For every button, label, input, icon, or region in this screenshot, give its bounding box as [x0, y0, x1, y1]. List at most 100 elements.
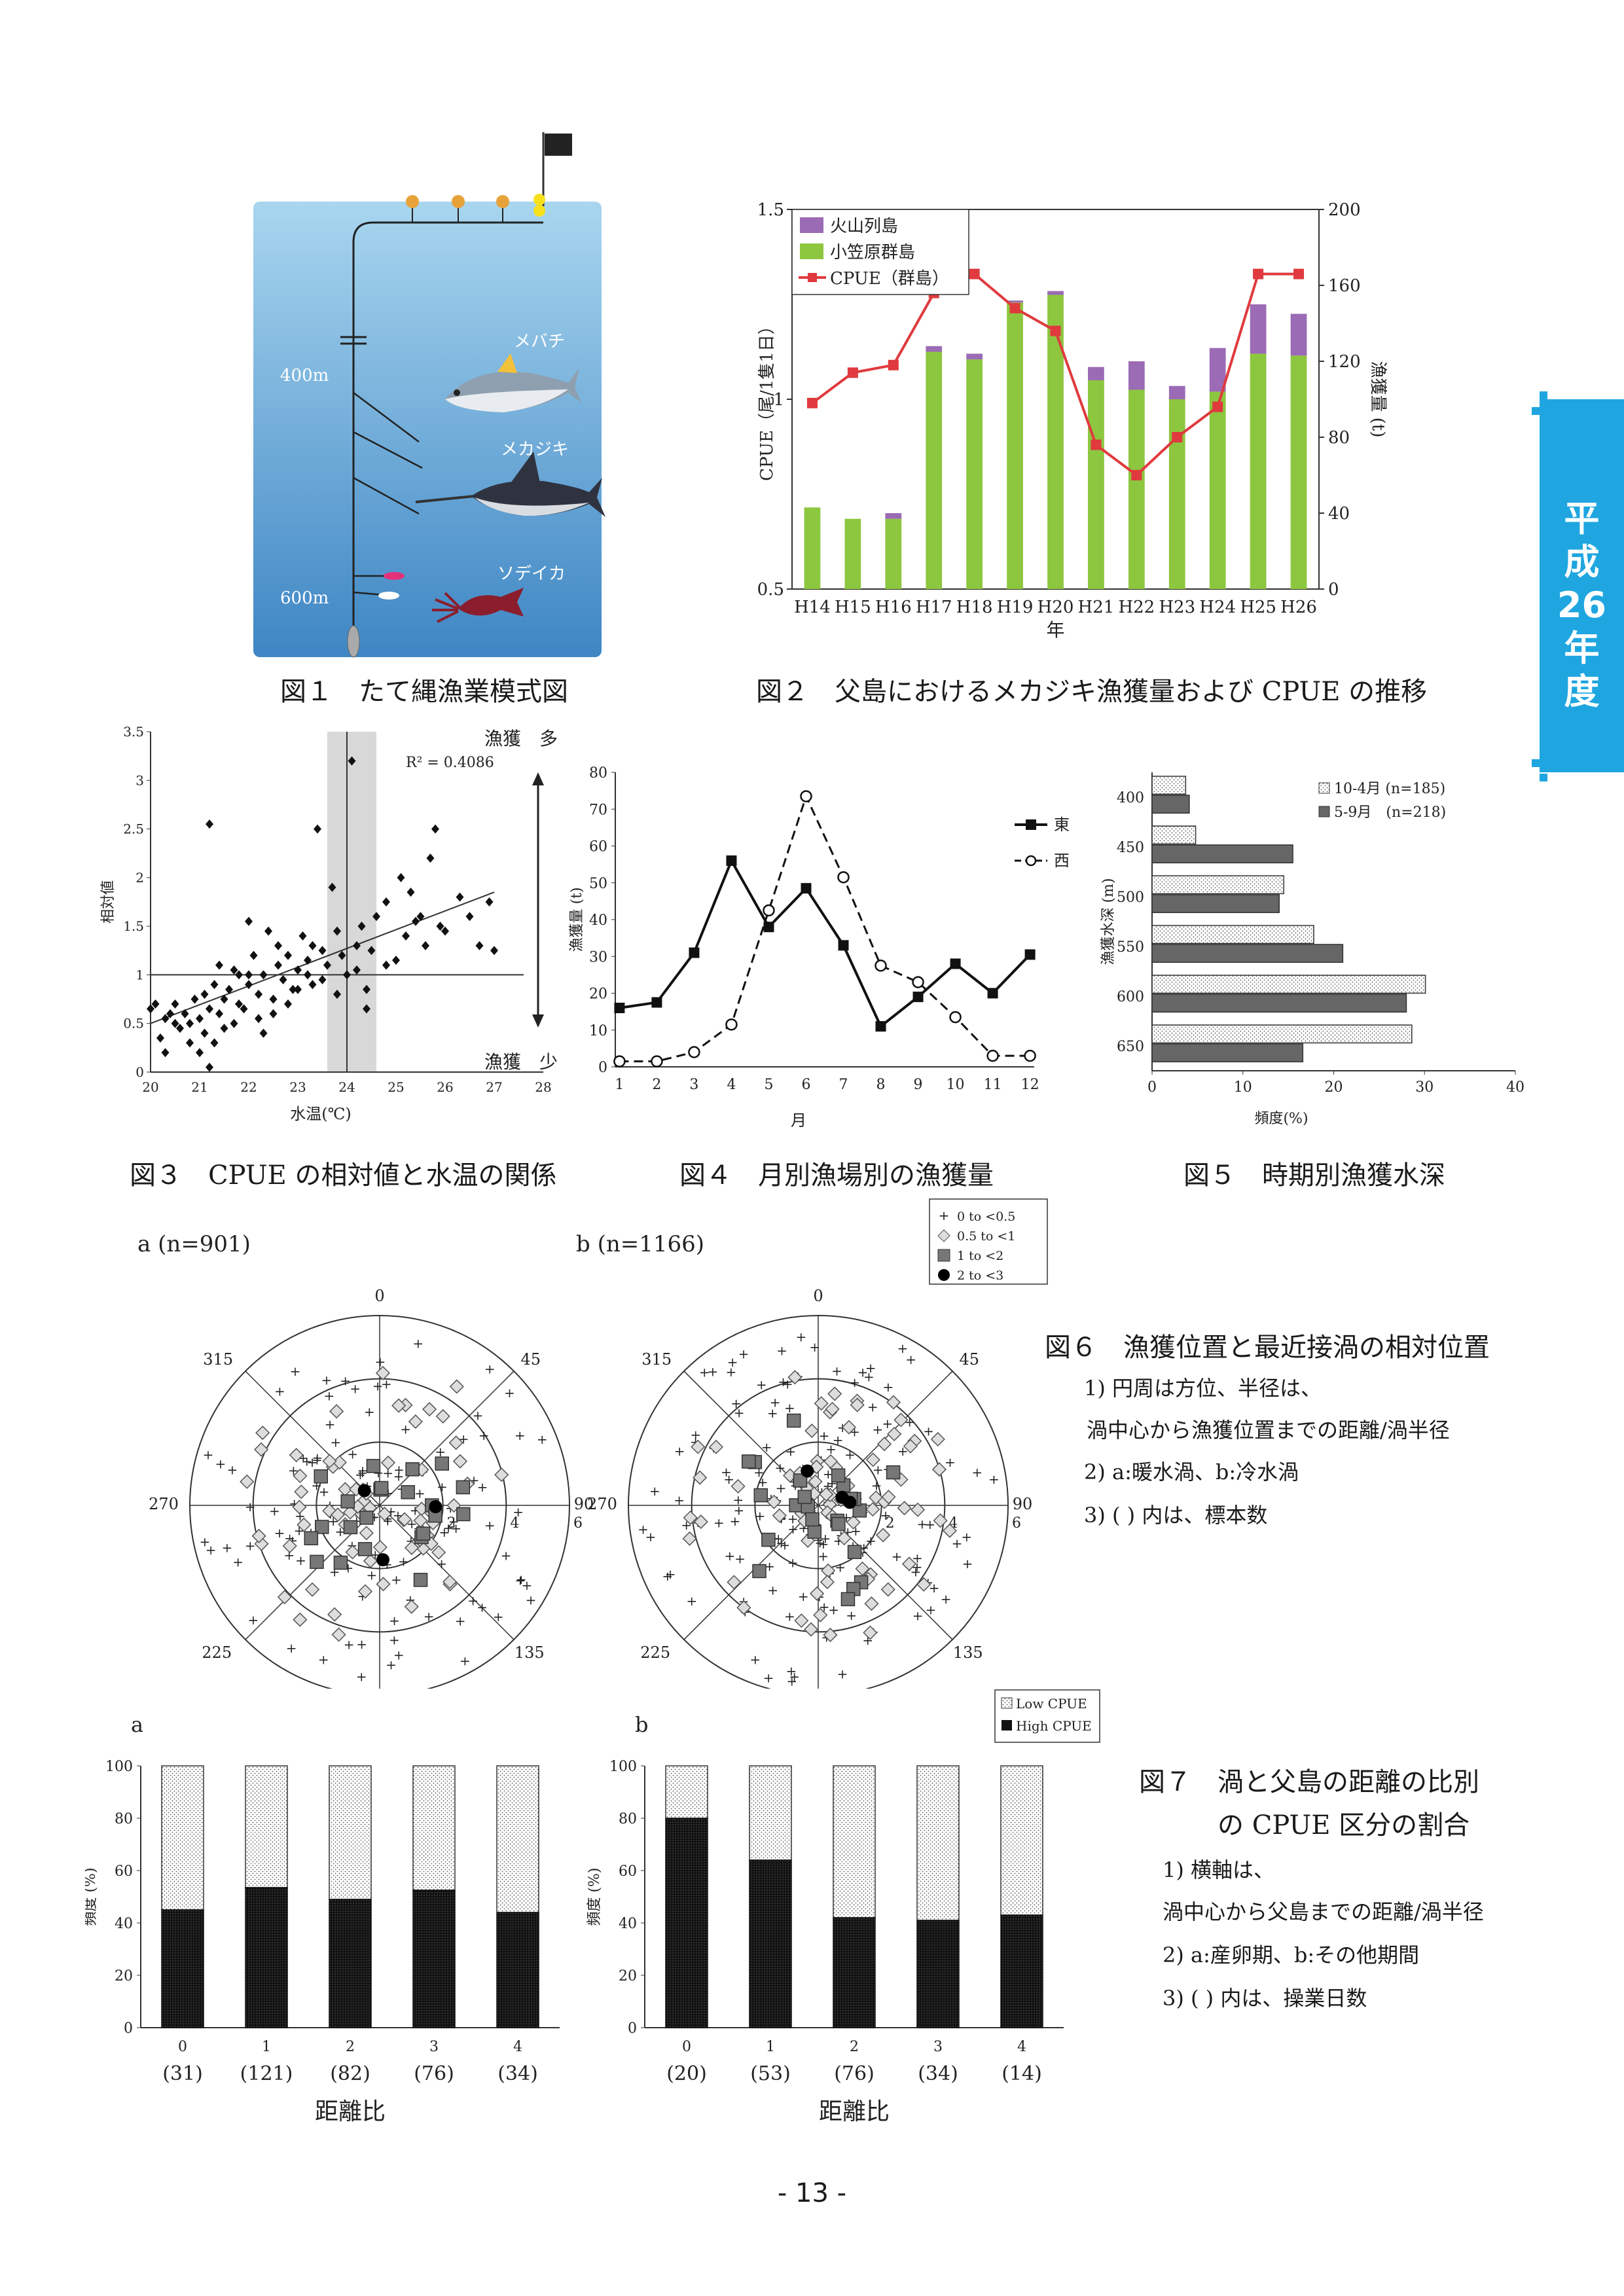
fig7-y-tick: 100 [105, 1759, 133, 1775]
fig7-bar-high [833, 1917, 876, 2028]
fig3-point [210, 980, 219, 990]
fig6-point-diamond [327, 1607, 342, 1622]
fig4-x-tick: 10 [947, 1077, 965, 1093]
fig6-point-diamond [397, 1512, 412, 1527]
fig6-point-plus: + [248, 1612, 259, 1628]
fig3-point [363, 1004, 370, 1014]
fig6-point-square [753, 1488, 768, 1503]
fig6-point-plus: + [393, 1468, 405, 1484]
fig3-point [367, 946, 376, 956]
fig3-point [485, 897, 494, 906]
fig2-x-tick: H17 [916, 598, 952, 617]
swordfish-icon [415, 452, 605, 517]
fig6-point-plus: + [776, 1535, 787, 1551]
fig6-point-diamond [322, 1454, 337, 1469]
fig6-point-diamond [448, 1435, 463, 1450]
side-tab-char-3: 26 [1557, 584, 1607, 626]
fig6-point-square [831, 1468, 846, 1483]
fig2-cpue-point [1091, 439, 1102, 450]
fig3-y-tick: 1 [135, 967, 144, 982]
fig3-point [284, 950, 292, 960]
fig4-point-east [726, 855, 737, 866]
fig5-bar-oct-apr [1151, 776, 1187, 795]
fig2-cpue-point [1050, 325, 1061, 336]
fig2-left-tick: 1 [773, 390, 784, 410]
fig6-point-square [310, 1554, 324, 1570]
fig6-point-plus: + [844, 1446, 856, 1462]
fig6-point-diamond [803, 1622, 819, 1637]
fig3-point [166, 1009, 174, 1018]
fig2-ylabel-left: CPUE（尾/1隻1日） [757, 317, 777, 481]
fig6-point-plus: + [911, 1564, 922, 1579]
fig6-point-plus: + [389, 1613, 400, 1628]
fig6-angle-label: 270 [149, 1495, 179, 1513]
fig6-point-square [786, 1413, 801, 1428]
fig7-bar-low [412, 1765, 456, 1891]
fig6-point-plus: + [787, 1521, 799, 1537]
fig7-legend: Low CPUE High CPUE [994, 1689, 1100, 1743]
fig2-right-tick: 80 [1328, 428, 1350, 448]
fig6-point-dot [357, 1484, 371, 1498]
fig6-point-plus: + [245, 1499, 256, 1515]
fig6-point-plus: + [787, 1511, 799, 1527]
fig3-point [416, 912, 425, 922]
fig6-point-plus: + [526, 1592, 537, 1607]
fig6-point-plus: + [645, 1529, 657, 1545]
fig7-y-tick: 40 [619, 1916, 637, 1932]
label-400m: 400m [280, 366, 329, 386]
fig6-point-plus: + [286, 1640, 297, 1656]
tab-decoration [1532, 759, 1540, 767]
page-number: - 13 - [777, 2178, 847, 2208]
fig6-point-plus: + [857, 1364, 869, 1380]
fig7-note-3: 2) a:産卵期、b:その他期間 [1163, 1943, 1420, 1967]
fig3-point [363, 984, 370, 994]
fig6-point-diamond [942, 1523, 957, 1538]
fig6-point-plus: + [731, 1395, 742, 1411]
fig6-point-diamond [823, 1454, 839, 1469]
fig7-count-label: (82) [330, 2062, 370, 2085]
fig6-point-diamond [404, 1599, 419, 1614]
fig6-point-plus: + [330, 1435, 341, 1450]
fig4-ylabel: 漁獲量 (t) [569, 887, 585, 952]
fig6-point-plus: + [321, 1372, 333, 1388]
fig3-point [397, 872, 405, 882]
fig3-point [353, 941, 361, 950]
fig6-angle-label: 45 [521, 1350, 541, 1369]
fig6-point-plus: + [773, 1530, 784, 1546]
fig5-ylabel: 漁獲水深 (m) [1100, 878, 1117, 965]
fig3-point [353, 965, 361, 975]
fig6-radius-label: 6 [573, 1515, 583, 1532]
fig6-point-plus: + [924, 1516, 935, 1532]
fig5-caption: 図５ 時期別漁獲水深 [1183, 1160, 1445, 1191]
fig6-point-plus: + [774, 1460, 785, 1476]
fig6-point-plus: + [283, 1547, 295, 1563]
fig6-radius-label: 2 [886, 1515, 895, 1532]
fig6-spoke [379, 1505, 514, 1640]
fig4-point-west [986, 1049, 999, 1062]
legend-swatch-low-cpue [1001, 1697, 1013, 1709]
fig2-bar-ogasawara [1209, 391, 1226, 589]
fig3-point [171, 1018, 179, 1028]
legend-label-oct-apr: 10-4月 (n=185) [1334, 781, 1445, 797]
fig6-point-diamond [727, 1575, 742, 1590]
legend-swatch-west [1025, 855, 1037, 867]
fig6-point-plus: + [988, 1471, 1000, 1487]
fig2-left-tick: 0.5 [757, 580, 784, 600]
fig3-point [298, 931, 307, 941]
fig6-spoke [379, 1371, 514, 1506]
fig6-point-plus: + [514, 1573, 526, 1588]
fig5-x-tick: 20 [1325, 1079, 1343, 1096]
fig6-point-plus: + [350, 1381, 361, 1397]
fig6-point-plus: + [892, 1549, 903, 1564]
fig2-cpue-point [847, 367, 858, 378]
tab-decoration [1540, 391, 1547, 399]
fig6-angle-label: 315 [203, 1350, 233, 1369]
fig6-point-diamond [293, 1612, 308, 1627]
fig6-point-diamond [449, 1379, 464, 1394]
fig4-point-east [875, 1021, 886, 1032]
fig6-point-plus: + [770, 1394, 781, 1410]
legend-swatch-dot [938, 1269, 950, 1281]
fig6-point-plus: + [290, 1363, 301, 1379]
fig6-angle-label: 0 [813, 1287, 823, 1305]
